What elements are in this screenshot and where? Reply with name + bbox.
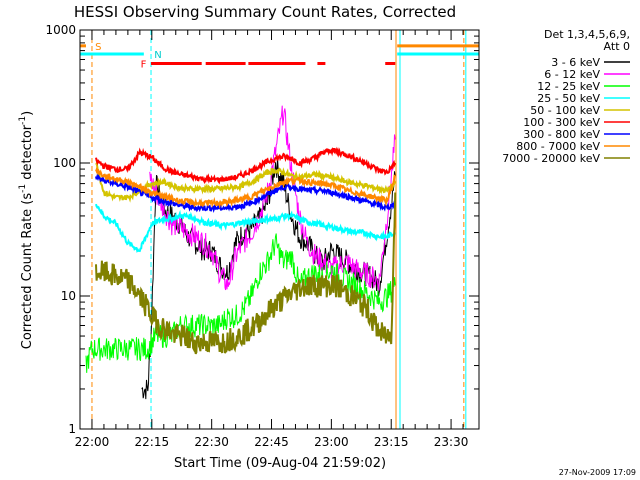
annotation-F: F — [141, 59, 147, 70]
footer-timestamp: 27-Nov-2009 17:09 — [559, 468, 636, 477]
axes: 1 10 100 1000 22:00 22:15 22:30 22:45 23:00 23:15… — [45, 23, 479, 449]
x-tick-label: 23:00 — [314, 435, 349, 449]
x-tick-label: 22:00 — [75, 435, 110, 449]
x-axis-label: Start Time (09-Aug-04 21:59:02) — [174, 456, 386, 471]
legend-entry-label: 12 - 25 keV — [537, 80, 600, 93]
legend-header: Att 0 — [604, 40, 630, 53]
x-tick-label: 22:45 — [254, 435, 289, 449]
legend-entry-label: 100 - 300 keV — [523, 116, 600, 129]
chart-title: HESSI Observing Summary Count Rates, Cor… — [74, 3, 456, 21]
series-line-6 — [95, 173, 396, 214]
y-tick-label: 1 — [68, 422, 76, 436]
legend-entry-label: 7000 - 20000 keV — [502, 152, 600, 165]
y-tick-label: 100 — [53, 156, 76, 170]
series-line-8 — [95, 192, 397, 355]
x-tick-label: 22:30 — [194, 435, 229, 449]
y-tick-label: 1000 — [45, 23, 76, 37]
legend-entry-label: 25 - 50 keV — [537, 92, 600, 105]
x-tick-label: 23:15 — [374, 435, 409, 449]
plot-frame — [79, 29, 480, 430]
plot-area: S NF — [80, 30, 479, 429]
annotation-N: N — [154, 50, 161, 61]
x-tick-label: 22:15 — [135, 435, 170, 449]
legend-entry-label: 800 - 7000 keV — [516, 140, 600, 153]
series-line-7 — [95, 165, 396, 209]
series-group — [80, 30, 479, 429]
series-line-2 — [85, 233, 396, 373]
legend-entry-label: 300 - 800 keV — [523, 128, 600, 141]
series-line-5 — [95, 146, 397, 185]
legend-entry-label: 50 - 100 keV — [530, 104, 600, 117]
annotation-S: S — [95, 42, 101, 53]
legend-entry-label: 6 - 12 keV — [544, 68, 600, 81]
y-axis-label: Corrected Count Rate (s-1 detector-1) — [18, 111, 35, 349]
y-tick-label: 10 — [61, 289, 76, 303]
series-line-3 — [95, 203, 396, 254]
legend-header: Det 1,3,4,5,6,9, — [544, 28, 630, 41]
legend-entry-label: 3 - 6 keV — [551, 56, 600, 69]
x-tick-label: 23:30 — [434, 435, 469, 449]
